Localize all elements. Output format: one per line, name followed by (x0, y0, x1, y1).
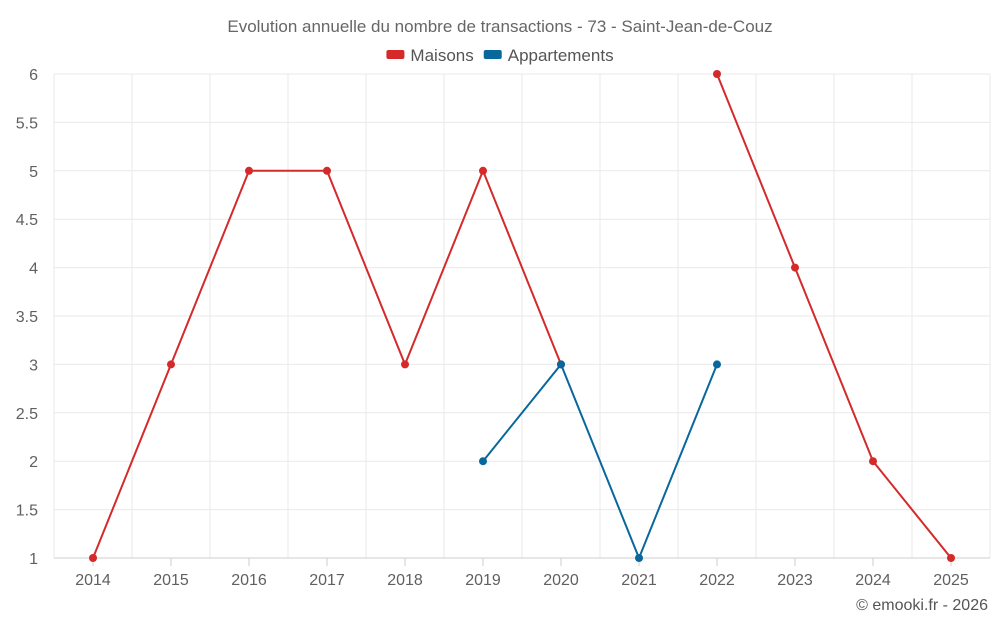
y-tick-label: 4 (29, 261, 38, 278)
y-tick-label: 3 (29, 357, 38, 374)
data-point-appartements[interactable] (557, 360, 565, 369)
data-point-maisons[interactable] (713, 70, 721, 78)
series-line-appartements (482, 363, 718, 559)
legend-item-appartements[interactable]: Appartements (483, 46, 614, 65)
x-tick-label: 2014 (75, 572, 111, 589)
data-point-maisons[interactable] (401, 360, 409, 369)
legend-item-maisons[interactable]: Maisons (386, 46, 474, 65)
y-tick-label: 2.5 (16, 406, 38, 423)
x-axis: 2014 2015 2016 2017 2018 2019 2020 2021 2022 2023… (75, 558, 969, 589)
x-tick-label: 2020 (543, 572, 579, 589)
y-axis: 1 1.5 2 2.5 3 3.5 4 4.5 5 5.5 6 (16, 67, 38, 568)
legend-swatch (386, 50, 405, 59)
y-tick-label: 5.5 (16, 115, 38, 132)
data-point-maisons[interactable] (323, 166, 331, 175)
data-point-maisons[interactable] (245, 166, 253, 175)
legend-label: Appartements (508, 46, 614, 65)
y-tick-label: 3.5 (16, 309, 38, 326)
series-layer (89, 70, 955, 562)
grid (53, 73, 991, 559)
data-point-maisons[interactable] (869, 457, 877, 466)
data-point-appartements[interactable] (713, 360, 721, 369)
data-point-maisons[interactable] (947, 554, 955, 562)
x-tick-label: 2024 (855, 572, 891, 589)
legend-label: Maisons (410, 46, 473, 65)
data-point-maisons[interactable] (167, 360, 175, 369)
x-tick-label: 2019 (465, 572, 501, 589)
y-tick-label: 1.5 (16, 503, 38, 520)
legend-swatch (483, 50, 502, 59)
data-point-maisons[interactable] (479, 166, 487, 175)
y-tick-label: 1 (29, 551, 38, 568)
legend: Maisons Appartements (386, 46, 614, 65)
x-tick-label: 2023 (777, 572, 813, 589)
data-point-appartements[interactable] (635, 554, 643, 562)
x-tick-label: 2018 (387, 572, 423, 589)
x-tick-label: 2022 (699, 572, 735, 589)
x-tick-label: 2015 (153, 572, 189, 589)
credit-text: © emooki.fr - 2026 (856, 597, 988, 614)
y-tick-label: 4.5 (16, 212, 38, 229)
x-tick-label: 2017 (309, 572, 345, 589)
chart-title: Evolution annuelle du nombre de transact… (227, 17, 772, 36)
x-tick-label: 2016 (231, 572, 267, 589)
x-tick-label: 2025 (933, 572, 969, 589)
data-point-appartements[interactable] (479, 457, 487, 466)
data-point-maisons[interactable] (791, 263, 799, 272)
data-point-maisons[interactable] (89, 554, 97, 562)
series-line-maisons (716, 73, 952, 559)
y-tick-label: 2 (29, 454, 38, 471)
x-tick-label: 2021 (621, 572, 657, 589)
y-tick-label: 5 (29, 164, 38, 181)
y-tick-label: 6 (29, 67, 38, 84)
